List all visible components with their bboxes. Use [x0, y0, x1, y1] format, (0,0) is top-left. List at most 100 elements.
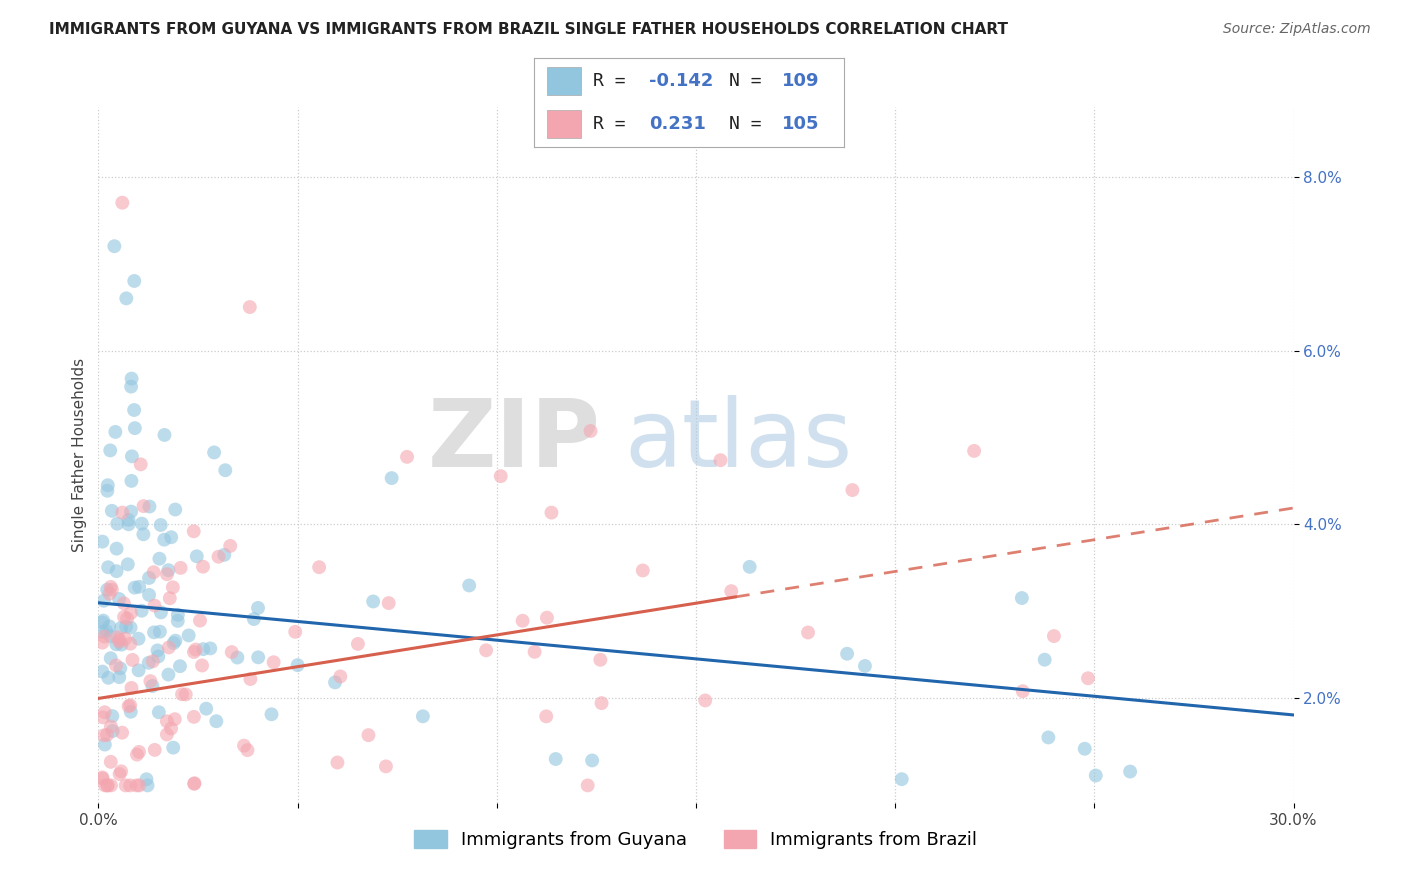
Text: R =: R = [593, 115, 637, 133]
Point [120, 637, 142, 651]
Point [475, 643, 498, 657]
Point [117, 513, 139, 527]
Point [149, 624, 172, 639]
Point [214, 548, 236, 562]
Point [1077, 671, 1099, 685]
Text: Source: ZipAtlas.com: Source: ZipAtlas.com [1223, 22, 1371, 37]
Point [98, 443, 121, 458]
Point [98, 587, 121, 601]
Point [160, 722, 183, 736]
Point [169, 659, 191, 673]
Point [329, 669, 352, 683]
Point [120, 698, 142, 713]
Point [97, 478, 120, 492]
Point [157, 640, 180, 655]
Point [148, 551, 170, 566]
Point [183, 645, 205, 659]
Point [221, 645, 243, 659]
Point [114, 632, 136, 646]
Point [97, 778, 120, 793]
Point [308, 560, 330, 574]
Point [93, 706, 115, 720]
Point [91, 624, 114, 639]
Point [183, 776, 205, 790]
Point [153, 533, 176, 547]
Point [138, 656, 160, 670]
Point [94, 738, 117, 752]
Point [146, 643, 169, 657]
Point [239, 300, 262, 314]
Point [142, 566, 165, 580]
Point [91, 614, 114, 628]
Point [141, 679, 163, 693]
Point [412, 709, 434, 723]
Point [165, 633, 187, 648]
Point [131, 604, 153, 618]
Point [98, 619, 121, 633]
Point [1011, 591, 1033, 605]
Point [143, 625, 166, 640]
Point [100, 580, 122, 594]
Point [91, 772, 114, 786]
Point [108, 634, 131, 648]
Point [853, 659, 876, 673]
Point [128, 663, 150, 677]
Point [183, 777, 205, 791]
Point [163, 636, 186, 650]
Point [96, 728, 118, 742]
Point [591, 696, 613, 710]
Point [166, 607, 188, 622]
Text: 0.231: 0.231 [648, 115, 706, 133]
Point [1043, 629, 1066, 643]
Point [149, 606, 172, 620]
Point [91, 635, 114, 649]
Point [129, 458, 152, 472]
Point [284, 624, 307, 639]
Point [128, 580, 150, 594]
Point [357, 728, 380, 742]
Point [142, 654, 165, 668]
Point [163, 712, 186, 726]
Point [94, 778, 117, 793]
Point [124, 274, 146, 288]
Point [458, 578, 481, 592]
Point [195, 701, 218, 715]
Text: N =: N = [730, 72, 773, 90]
Point [963, 443, 986, 458]
Point [100, 629, 122, 643]
Point [177, 628, 200, 642]
Point [287, 658, 309, 673]
Point [202, 445, 225, 459]
Point [91, 770, 114, 784]
Point [121, 681, 143, 695]
Point [159, 591, 181, 606]
Point [183, 524, 205, 539]
Point [96, 582, 118, 597]
Text: atlas: atlas [624, 395, 852, 487]
Point [114, 778, 136, 793]
Point [120, 778, 142, 793]
Point [131, 516, 153, 531]
Point [165, 502, 187, 516]
Point [100, 651, 122, 665]
Point [247, 650, 270, 665]
Point [136, 778, 159, 793]
Point [111, 195, 134, 210]
Point [162, 580, 184, 594]
Point [589, 653, 612, 667]
Point [120, 505, 142, 519]
Point [96, 483, 118, 498]
Point [148, 649, 170, 664]
Point [260, 707, 283, 722]
Point [160, 530, 183, 544]
Point [841, 483, 863, 497]
Point [1084, 768, 1107, 782]
Point [128, 632, 150, 646]
Point [105, 564, 128, 578]
Point [110, 621, 132, 635]
Point [125, 778, 148, 793]
Point [1073, 741, 1095, 756]
Point [108, 632, 131, 647]
Point [120, 474, 142, 488]
Point [91, 615, 114, 630]
